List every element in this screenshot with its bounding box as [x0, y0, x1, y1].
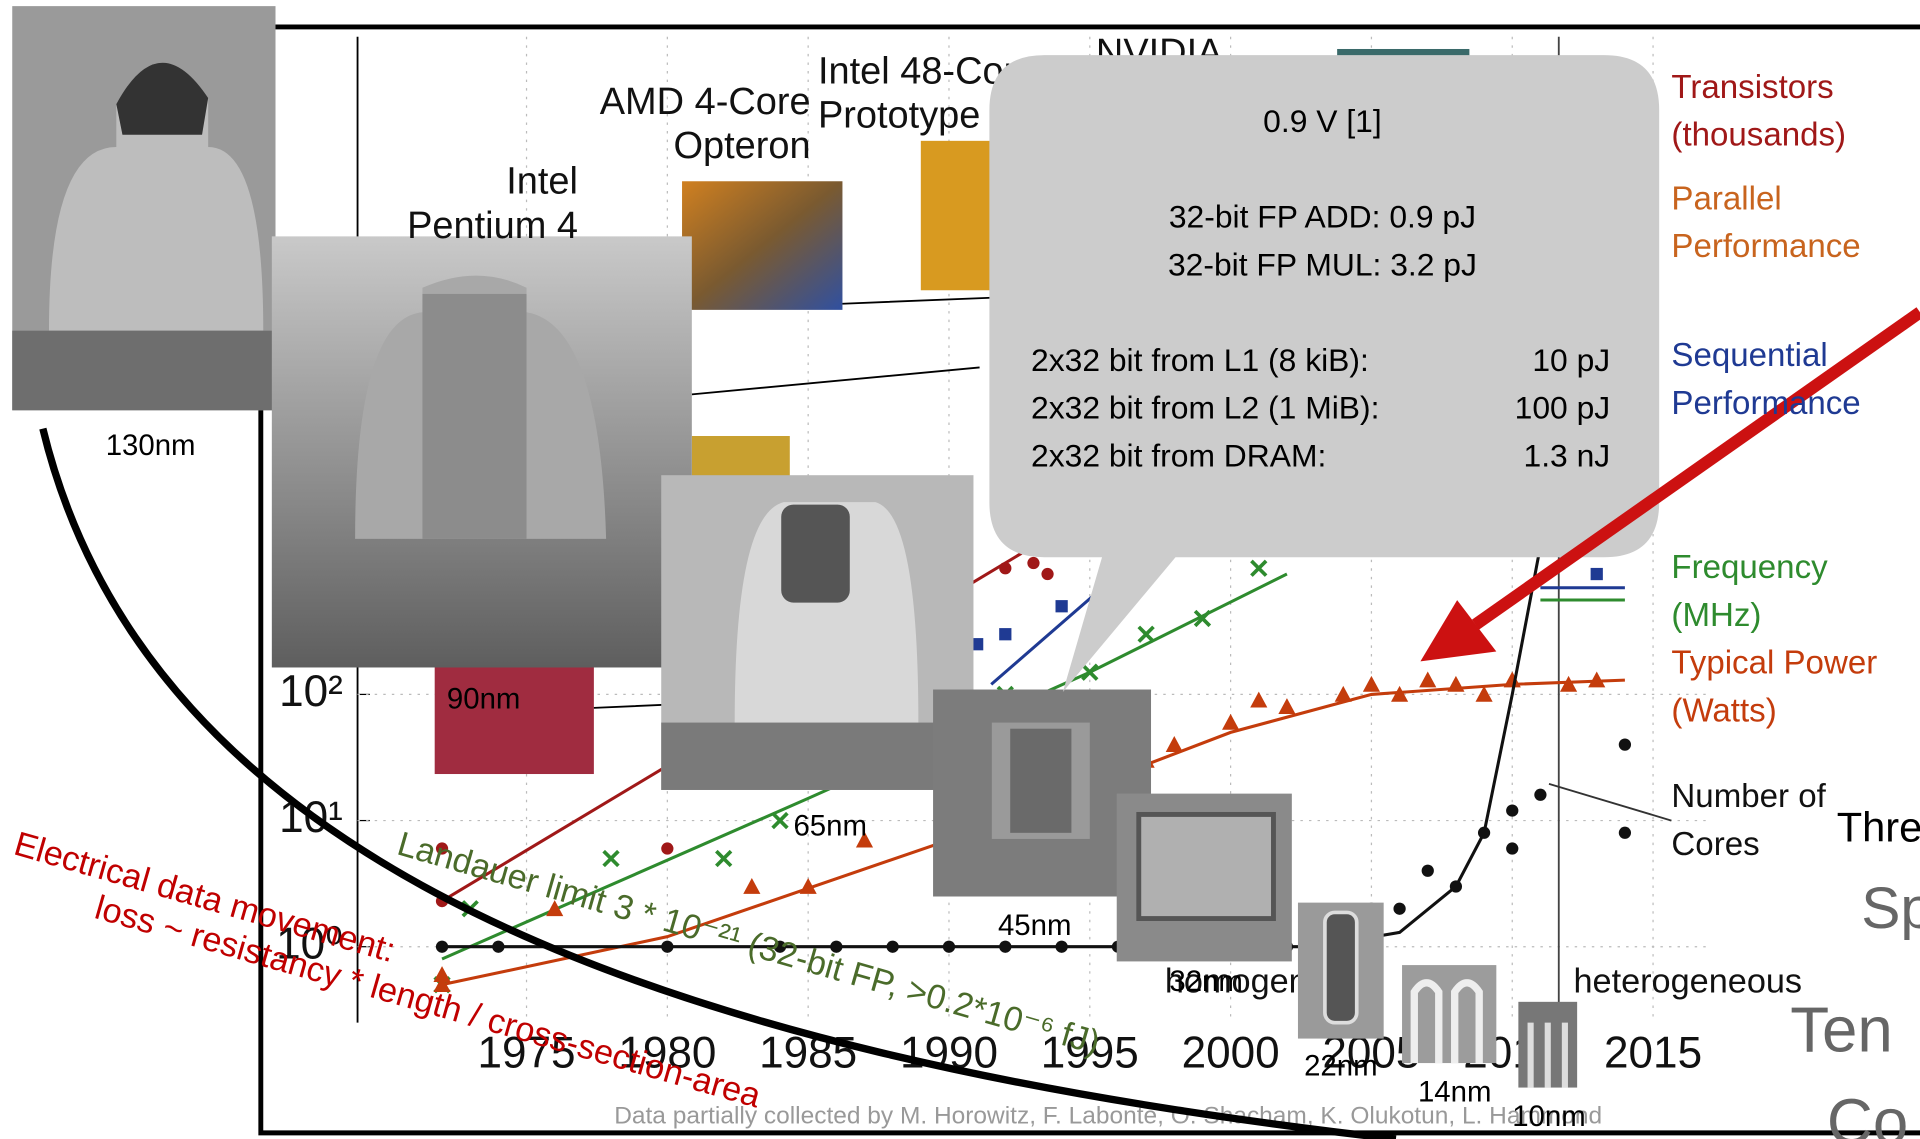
node-label: 32nm: [1169, 965, 1242, 998]
callout-label: 2x32 bit from DRAM:: [1031, 437, 1326, 473]
tem-photo: [661, 475, 973, 790]
chip-die: [435, 661, 594, 774]
point: [1041, 568, 1053, 580]
chip-label: Opteron: [673, 125, 810, 167]
node-label: 130nm: [106, 429, 196, 462]
node-label: 22nm: [1304, 1050, 1377, 1083]
node-label: 90nm: [447, 682, 520, 715]
callout-label: 2x32 bit from L2 (1 MiB):: [1031, 390, 1379, 426]
callout-value: 100 pJ: [1515, 390, 1611, 426]
point: [943, 941, 955, 953]
legend-label: Transistors (thousands): [1671, 64, 1910, 160]
point: [1506, 804, 1518, 816]
chip-label: Prototype: [818, 95, 980, 137]
tem-photo: [272, 236, 692, 667]
region-label: heterogeneous: [1573, 963, 1802, 1001]
chip-label: Intel: [506, 161, 578, 203]
chip-die: [692, 436, 790, 478]
side-text: Co: [1827, 1087, 1908, 1139]
legend-entry: Frequency (MHz): [1671, 544, 1916, 642]
callout-label: 2x32 bit from L1 (8 kiB):: [1031, 342, 1369, 378]
legend-entry: Sequential Performance: [1671, 332, 1916, 430]
chip-die: [682, 181, 842, 310]
tem-photo: [1298, 903, 1384, 1039]
point: [1478, 827, 1490, 839]
point: [887, 941, 899, 953]
point: [1619, 827, 1631, 839]
tem-photo: [1402, 965, 1496, 1063]
page: 10⁰10¹10²1975198019851990199520002005201…: [0, 0, 1920, 1139]
tem-photo: [1117, 794, 1292, 962]
legend-label: Sequential Performance: [1671, 332, 1910, 428]
side-text: Ten: [1790, 995, 1893, 1066]
side-text: Thre: [1837, 803, 1920, 850]
node-label: 65nm: [793, 810, 866, 843]
point: [1027, 557, 1039, 569]
legend-entry: Typical Power (Watts): [1671, 639, 1916, 737]
point: [1506, 842, 1518, 854]
callout-text: 32-bit FP ADD: 0.9 pJ: [1169, 199, 1476, 235]
y-tick-label: 10²: [279, 667, 343, 716]
point: [1591, 568, 1603, 580]
chip-label: Pentium 4: [407, 205, 578, 247]
point: [1422, 865, 1434, 877]
point: [1056, 600, 1068, 612]
point: [1450, 880, 1462, 892]
x-tick-label: 2000: [1182, 1028, 1280, 1077]
callout-text: 0.9 V [1]: [1263, 103, 1382, 139]
side-text: Sp: [1861, 876, 1920, 941]
point: [1056, 941, 1068, 953]
point: [1534, 789, 1546, 801]
callout-text: 32-bit FP MUL: 3.2 pJ: [1168, 246, 1477, 282]
legend-label: Typical Power (Watts): [1671, 639, 1910, 735]
point: [1619, 738, 1631, 750]
point: [661, 941, 673, 953]
legend-label: Parallel Performance: [1671, 175, 1910, 271]
node-label: 10nm: [1512, 1100, 1585, 1133]
legend-entry: Transistors (thousands): [1671, 64, 1916, 162]
legend-entry: Parallel Performance: [1671, 175, 1916, 273]
node-label: 14nm: [1418, 1075, 1491, 1108]
point: [436, 941, 448, 953]
chip-label: AMD 4-Core: [600, 81, 811, 123]
callout-value: 1.3 nJ: [1523, 437, 1610, 473]
legend-label: Frequency (MHz): [1671, 544, 1910, 640]
tem-photo: [1518, 1002, 1577, 1088]
x-tick-label: 2015: [1604, 1028, 1702, 1077]
point: [999, 562, 1011, 574]
callout-value: 10 pJ: [1532, 342, 1610, 378]
slide: 10⁰10¹10²1975198019851990199520002005201…: [0, 0, 1920, 1139]
point: [999, 941, 1011, 953]
node-label: 45nm: [998, 909, 1071, 942]
point: [661, 842, 673, 854]
point: [999, 628, 1011, 640]
point: [1393, 903, 1405, 915]
tem-photo: [12, 6, 275, 410]
point: [492, 941, 504, 953]
